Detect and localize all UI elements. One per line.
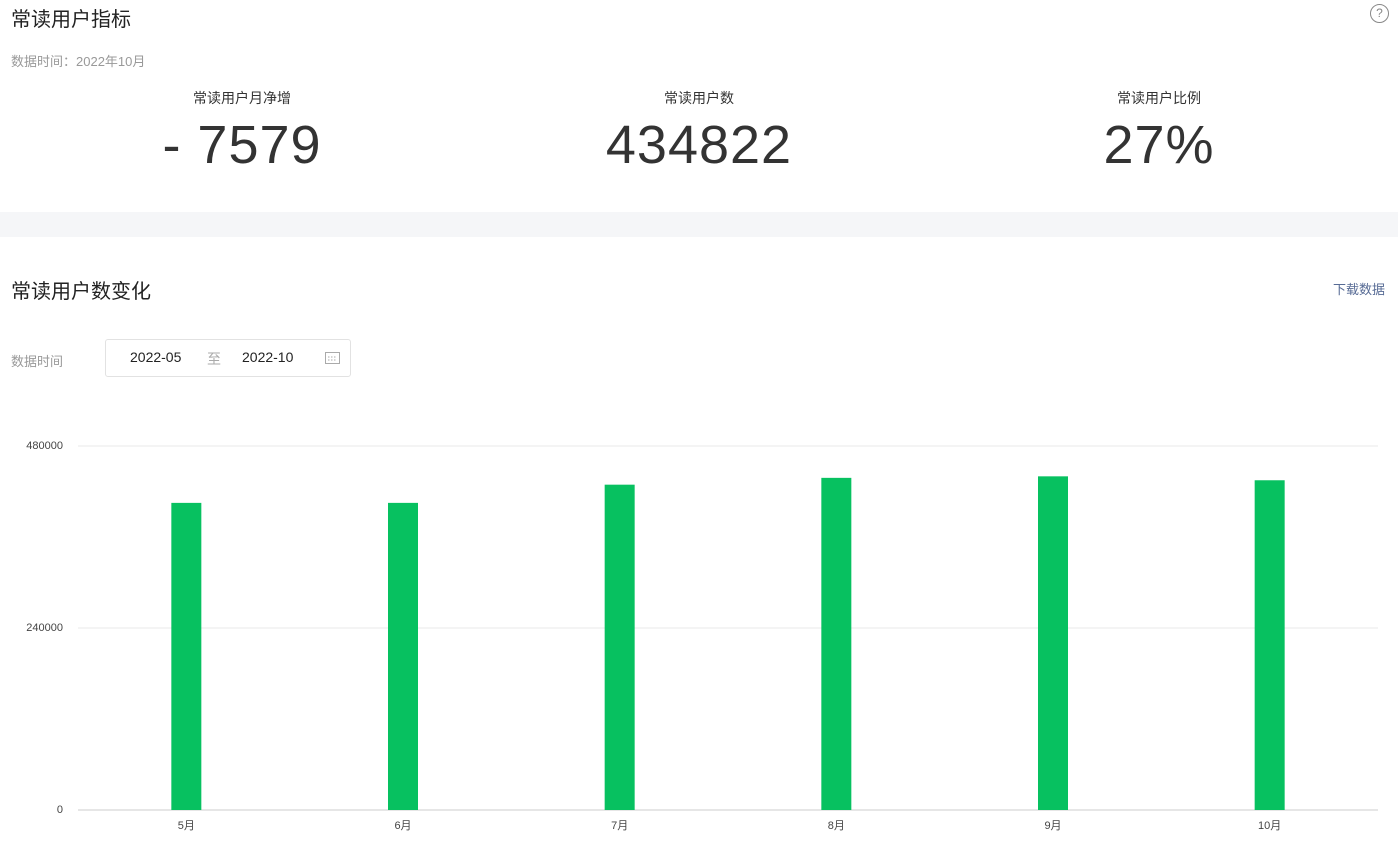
bar bbox=[1038, 476, 1068, 810]
metric-label: 常读用户比例 bbox=[1117, 90, 1201, 106]
x-tick-label: 10月 bbox=[1258, 820, 1281, 832]
bar bbox=[1254, 480, 1285, 810]
x-tick-label: 7月 bbox=[611, 820, 628, 832]
metric-label: 常读用户数 bbox=[664, 90, 734, 106]
date-label: 数据时间 bbox=[11, 354, 64, 369]
data-time: 数据时间：2022年10月 bbox=[11, 54, 146, 69]
section-title: 常读用户数变化 bbox=[11, 281, 151, 303]
date-separator: 至 bbox=[207, 351, 221, 367]
bar bbox=[388, 502, 418, 810]
metric-value: 27% bbox=[1103, 115, 1215, 175]
bar bbox=[604, 484, 635, 810]
help-icon[interactable]: ? bbox=[1370, 4, 1389, 23]
bar bbox=[171, 502, 202, 810]
metric: 常读用户比例 27% bbox=[929, 88, 1389, 176]
y-tick-label: 240000 bbox=[26, 622, 63, 634]
chart: 0 240000 480000 5月 6月 7月 8月 9月 10月 bbox=[26, 440, 1378, 832]
metric-value: 434822 bbox=[605, 115, 793, 175]
metric-label: 常读用户月净增 bbox=[193, 90, 291, 106]
y-tick-label: 480000 bbox=[26, 440, 63, 452]
x-tick-label: 9月 bbox=[1044, 820, 1061, 832]
x-tick-label: 8月 bbox=[828, 820, 845, 832]
y-tick-label: 0 bbox=[57, 804, 63, 816]
date-start[interactable]: 2022-05 bbox=[130, 349, 182, 365]
metric-value: - 7579 bbox=[162, 115, 322, 175]
metric: 常读用户数 434822 bbox=[469, 88, 929, 176]
page-title: 常读用户指标 bbox=[11, 9, 131, 31]
calendar-icon bbox=[325, 352, 340, 364]
x-tick-label: 5月 bbox=[178, 820, 195, 832]
divider-band bbox=[0, 212, 1398, 237]
download-link[interactable]: 下载数据 bbox=[1333, 282, 1386, 297]
bar bbox=[821, 477, 852, 810]
metric: 常读用户月净增 - 7579 bbox=[12, 88, 472, 176]
date-end[interactable]: 2022-10 bbox=[242, 349, 294, 365]
x-tick-label: 6月 bbox=[394, 820, 411, 832]
date-picker[interactable]: 2022-05 至 2022-10 bbox=[105, 339, 351, 377]
